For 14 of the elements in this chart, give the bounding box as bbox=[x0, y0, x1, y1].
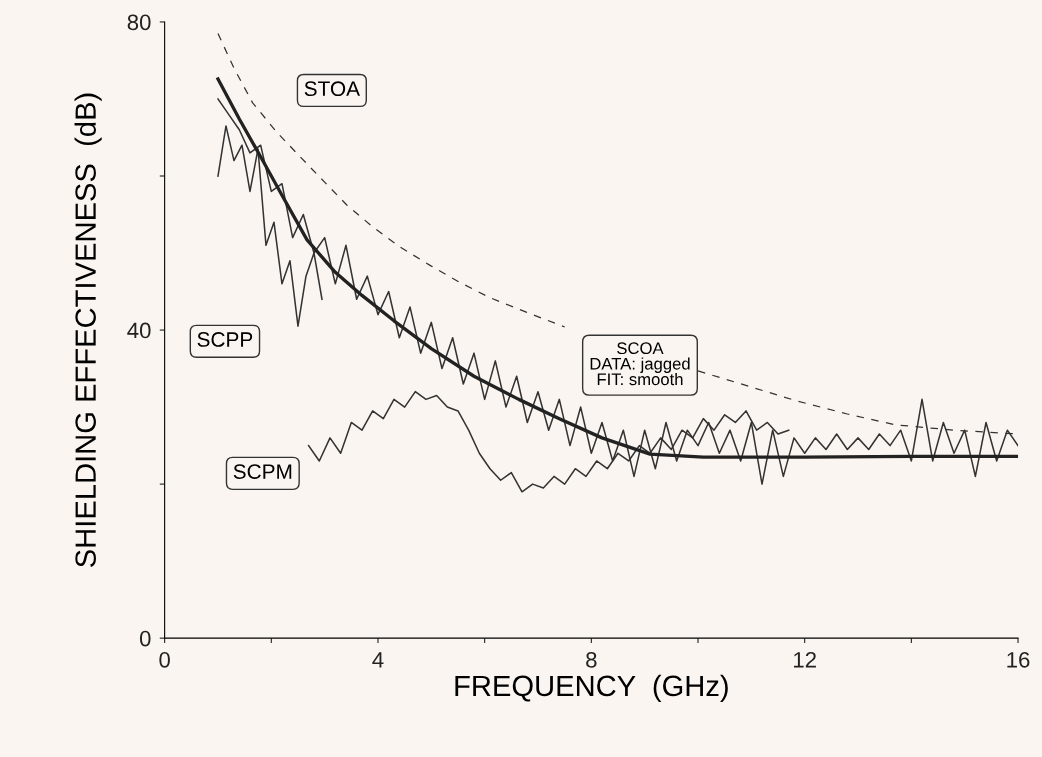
x-tick-label: 0 bbox=[159, 651, 170, 668]
y-tick-label: 0 bbox=[139, 630, 151, 647]
y-axis-title: SHIELDING EFFECTIVENESS (dB) bbox=[74, 93, 102, 567]
text: STOA bbox=[304, 81, 360, 97]
x-axis-title: FREQUENCY (GHz) bbox=[455, 674, 728, 703]
y-tick-label: 40 bbox=[127, 322, 151, 339]
x-tick-label: 4 bbox=[372, 652, 384, 668]
annotation: SCOA DATA: jagged FIT: smooth bbox=[590, 342, 690, 386]
x-tick-label: 8 bbox=[586, 651, 597, 668]
x-tick-label: 16 bbox=[1007, 651, 1030, 668]
series-label: SCPM bbox=[233, 464, 292, 479]
y-tick-label: 80 bbox=[127, 14, 151, 31]
text: SCPP bbox=[197, 332, 253, 347]
x-tick-label: 12 bbox=[794, 651, 816, 668]
